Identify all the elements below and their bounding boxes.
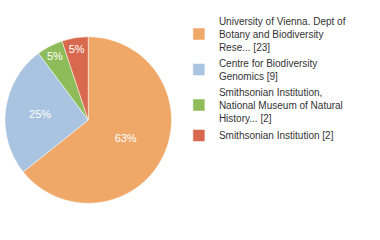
svg-text:5%: 5% (69, 43, 85, 55)
svg-text:63%: 63% (115, 132, 137, 144)
svg-text:Smithsonian Institution,Nation: Smithsonian Institution,National Museum … (219, 87, 343, 124)
svg-text:Centre for BiodiversityGenomic: Centre for BiodiversityGenomics [9] (219, 58, 317, 82)
svg-text:5%: 5% (47, 50, 63, 62)
svg-text:25%: 25% (29, 108, 51, 120)
svg-text:Smithsonian Institution [2]: Smithsonian Institution [2] (219, 130, 334, 141)
svg-text:University of Vienna. Dept ofB: University of Vienna. Dept ofBotany and … (219, 16, 346, 53)
